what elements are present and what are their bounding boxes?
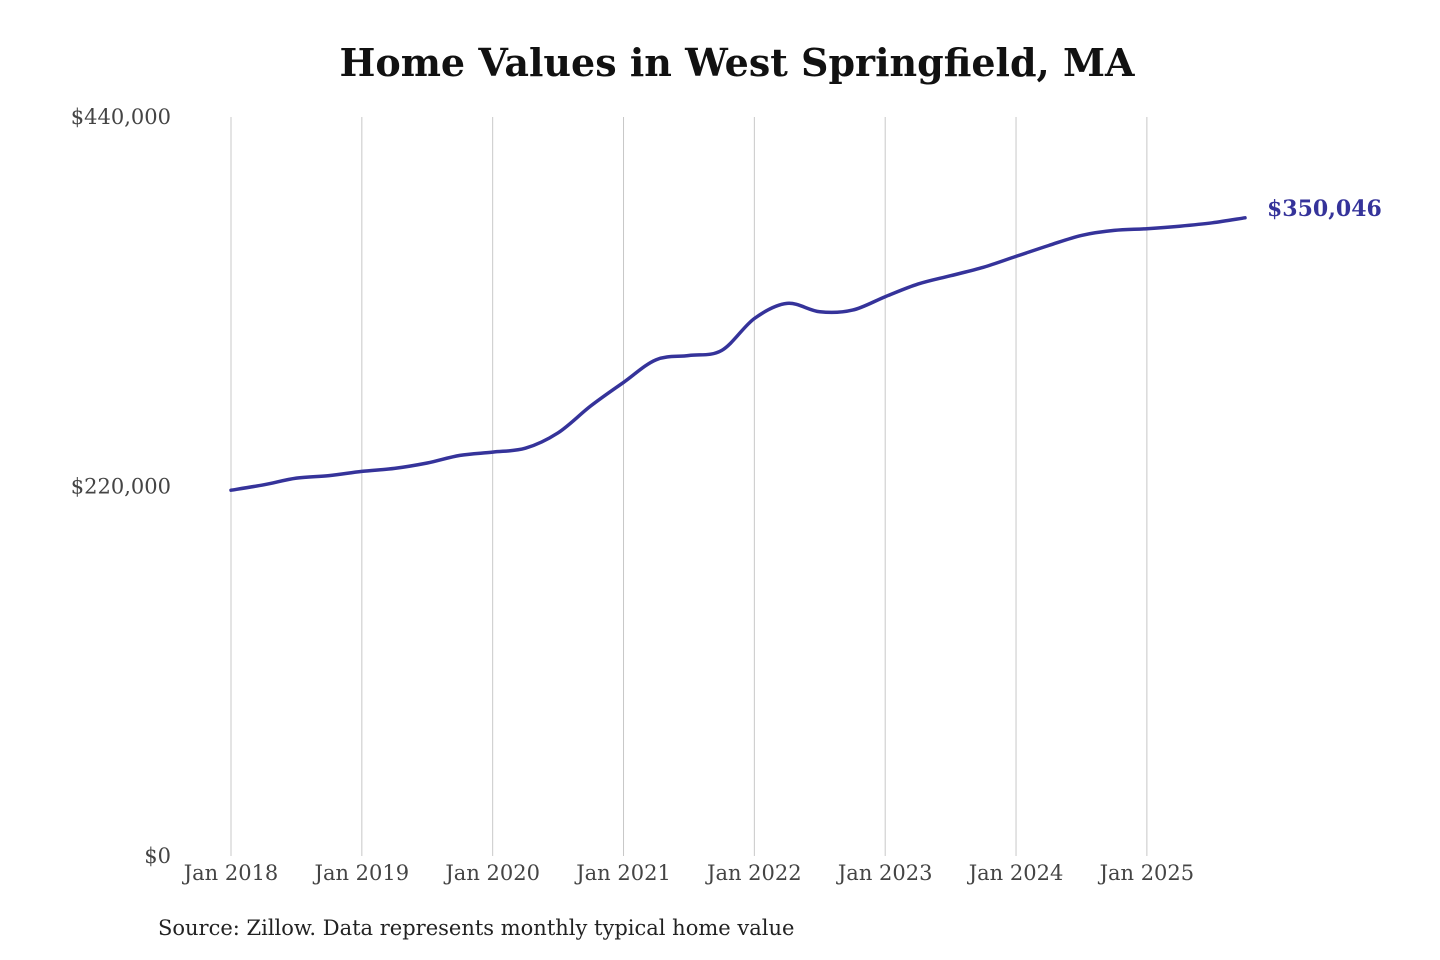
series-line-0 bbox=[229, 216, 1247, 492]
series-layer bbox=[229, 216, 1247, 492]
end-value-label: $350,046 bbox=[1267, 196, 1382, 222]
x-tick-label: Jan 2024 bbox=[967, 861, 1064, 885]
source-note: Source: Zillow. Data represents monthly … bbox=[158, 916, 795, 940]
y-axis-tick-labels: $0 $220,000 $440,000 bbox=[71, 105, 171, 868]
end-label-layer: $350,046 bbox=[1267, 196, 1382, 222]
x-tick-label: Jan 2022 bbox=[705, 861, 802, 885]
grid-lines bbox=[230, 117, 1148, 856]
y-tick-label: $220,000 bbox=[71, 475, 171, 499]
chart-title: Home Values in West Springfield, MA bbox=[339, 40, 1135, 85]
x-tick-label: Jan 2019 bbox=[313, 861, 410, 885]
x-tick-label: Jan 2021 bbox=[574, 861, 671, 885]
x-tick-label: Jan 2023 bbox=[836, 861, 933, 885]
x-tick-label: Jan 2018 bbox=[182, 861, 279, 885]
x-axis-tick-labels: Jan 2018 Jan 2019 Jan 2020 Jan 2021 Jan 2022… bbox=[182, 861, 1194, 885]
x-tick-label: Jan 2025 bbox=[1098, 861, 1195, 885]
x-tick-label: Jan 2020 bbox=[443, 861, 540, 885]
y-tick-label: $440,000 bbox=[71, 105, 171, 129]
y-tick-label: $0 bbox=[144, 844, 171, 868]
